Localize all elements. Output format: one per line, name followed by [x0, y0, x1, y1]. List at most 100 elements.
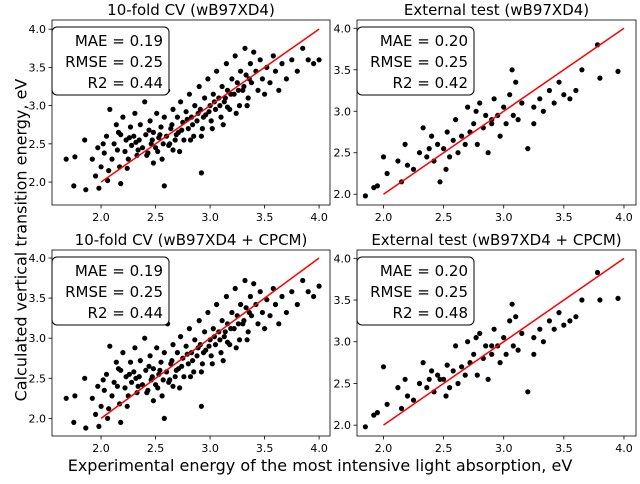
data-point	[109, 156, 115, 162]
data-point	[489, 351, 495, 357]
data-point	[395, 385, 401, 391]
data-point	[170, 106, 176, 112]
metrics-box	[51, 256, 170, 326]
data-point	[245, 95, 251, 101]
data-point	[205, 76, 211, 82]
data-point	[450, 137, 456, 143]
data-point	[173, 367, 179, 373]
data-point	[465, 339, 471, 345]
data-point	[247, 61, 253, 67]
data-point	[501, 104, 507, 110]
data-point	[241, 83, 247, 90]
data-point	[384, 401, 390, 407]
data-point	[212, 106, 219, 112]
data-point	[106, 406, 112, 412]
mae-text: MAE = 0.20	[380, 32, 468, 50]
y-tick-label: 2.5	[334, 377, 352, 390]
data-point	[177, 385, 183, 391]
reference-line	[383, 257, 625, 426]
data-point	[157, 367, 163, 373]
data-point	[124, 165, 130, 171]
data-point	[233, 345, 239, 351]
y-tick-label: 2.0	[334, 419, 352, 432]
x-tick-label: 3.5	[555, 442, 573, 455]
scatter-points	[362, 269, 621, 430]
data-point	[131, 133, 137, 139]
data-point	[160, 141, 166, 147]
panel-external-cpcm: External test (wB97XD4 + CPCM) 2.0 2.5 3.0 3…	[334, 231, 637, 455]
data-point	[262, 91, 268, 97]
data-point	[192, 337, 198, 343]
data-point	[199, 361, 205, 367]
data-point	[537, 326, 543, 332]
data-point	[477, 330, 483, 336]
data-point	[208, 353, 214, 359]
data-point	[186, 326, 192, 332]
rmse-text: RMSE = 0.25	[370, 283, 468, 301]
data-point	[218, 114, 224, 120]
data-point	[212, 342, 219, 348]
data-point	[174, 350, 180, 356]
data-point	[198, 403, 204, 409]
data-point	[573, 87, 579, 94]
data-point	[244, 103, 250, 109]
data-point	[202, 329, 208, 335]
x-tick-label: 2.0	[92, 211, 110, 224]
panel-external: External test (wB97XD4) 2.0 2.5 3.0 3.5 4.0 2.…	[334, 1, 637, 224]
data-point	[259, 309, 265, 316]
data-point	[101, 150, 107, 156]
x-tick-label: 2.5	[147, 442, 165, 455]
data-point	[519, 330, 525, 336]
data-point	[147, 118, 153, 124]
x-tick-label: 4.0	[310, 211, 328, 224]
data-point	[142, 335, 148, 341]
x-tick-label: 3.0	[201, 211, 219, 224]
data-point	[153, 145, 159, 151]
data-point	[220, 122, 226, 128]
data-point	[267, 80, 273, 86]
data-point	[96, 423, 102, 429]
data-point	[98, 164, 104, 170]
data-point	[462, 141, 468, 147]
data-point	[224, 104, 231, 110]
data-point	[232, 285, 238, 292]
r2-text: R2 = 0.48	[393, 304, 468, 322]
data-point	[471, 121, 477, 127]
y-tick-label: 3.5	[334, 294, 352, 307]
y-tick-label: 3.0	[29, 332, 47, 345]
data-point	[270, 53, 276, 59]
data-point	[120, 114, 126, 120]
data-point	[223, 293, 229, 300]
data-point	[489, 121, 495, 127]
data-point	[501, 335, 507, 341]
r2-text: R2 = 0.44	[88, 304, 163, 322]
data-point	[426, 376, 432, 382]
data-point	[429, 133, 435, 139]
data-point	[294, 68, 300, 74]
data-point	[129, 142, 135, 148]
data-point	[474, 141, 480, 147]
data-point	[170, 342, 176, 348]
data-point	[426, 146, 432, 152]
x-tick-label: 2.5	[435, 442, 453, 455]
data-point	[158, 124, 164, 130]
y-tick-label: 4.0	[29, 252, 47, 265]
data-point	[200, 350, 207, 356]
data-point	[243, 72, 249, 78]
data-point	[546, 87, 553, 94]
data-point	[198, 170, 204, 176]
data-point	[103, 371, 110, 377]
data-point	[178, 334, 184, 340]
data-point	[89, 156, 95, 162]
data-point	[187, 374, 194, 380]
data-point	[362, 424, 368, 430]
metrics-box	[356, 256, 475, 326]
data-point	[100, 141, 106, 147]
data-point	[489, 343, 495, 349]
data-point	[181, 374, 187, 380]
data-point	[202, 95, 208, 101]
data-point	[146, 127, 152, 133]
data-point	[556, 79, 562, 85]
data-point	[435, 141, 441, 147]
data-point	[255, 321, 261, 327]
